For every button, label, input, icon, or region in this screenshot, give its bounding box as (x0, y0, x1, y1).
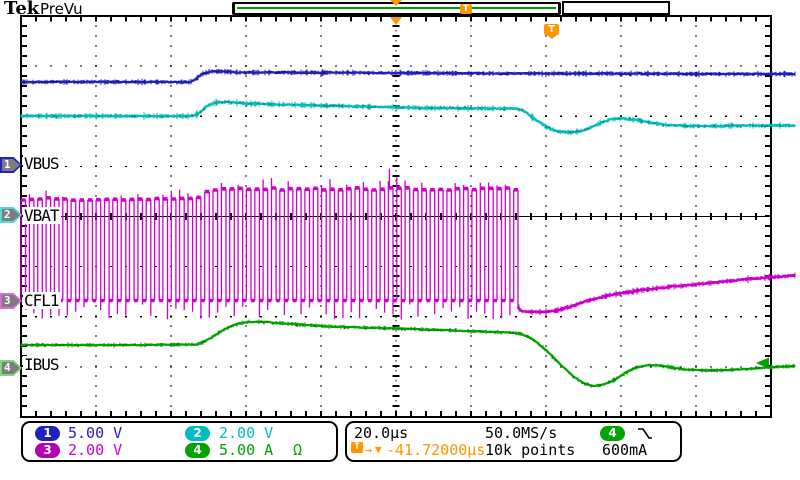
record-expansion-marker-icon (390, 0, 402, 6)
trigger-delay-icon: T (351, 442, 363, 453)
trigger-level-value: 600mA (602, 441, 648, 459)
ch3-trace-tail-noise (517, 274, 795, 314)
trigger-level-arrow-icon (756, 357, 769, 369)
acquisition-mode-label: PreVu (40, 0, 83, 18)
ch3-pwm-bars (21, 186, 518, 303)
channel-scale-readout-box[interactable]: 1 5.00 V 2 2.00 V 3 2.00 V 4 5.00 A Ω (21, 421, 338, 462)
ch1-scale-value: 5.00 V (68, 424, 123, 442)
ch1-badge-number: 1 (4, 158, 11, 171)
ch1-label: VBUS (23, 154, 61, 173)
ch4-trace-noise (26, 319, 793, 388)
ch4-badge[interactable]: 4 (0, 360, 22, 376)
ch3-badge-body (2, 295, 20, 307)
ch3-label: CFL1 (23, 291, 61, 310)
falling-edge-icon (638, 428, 652, 439)
ch3-scale-value: 2.00 V (68, 441, 123, 459)
ch2-trace-noise (26, 100, 790, 134)
timebase-value: 20.0µs (354, 424, 409, 442)
ch3-pwm-edges (20, 168, 519, 320)
ch2-label: VBAT (23, 206, 61, 225)
trigger-arrow-icon: → (365, 443, 373, 457)
ch1-trace-fuzz (20, 68, 796, 86)
ch2-badge[interactable]: 2 (0, 207, 22, 223)
ch3-trace-tail (517, 273, 795, 314)
ch2-scale-value: 2.00 V (219, 424, 274, 442)
ch4-badge-number: 4 (4, 361, 11, 374)
ch4-scale-value: 5.00 A (219, 441, 274, 459)
horizontal-trigger-readout-box[interactable]: 20.0µs 50.0MS/s 4 T → ▼ -41.72000µs 10k … (345, 421, 682, 462)
ch1-badge[interactable]: 1 (0, 157, 22, 173)
ch2-trace (20, 100, 796, 134)
ch4-label: IBUS (23, 355, 61, 374)
top-right-panel (562, 1, 670, 15)
ch3-scale-badge[interactable]: 3 (35, 443, 60, 458)
ch4-impedance-label: Ω (293, 441, 303, 459)
ch4-badge-body (2, 362, 20, 374)
sample-rate-value: 50.0MS/s (485, 424, 558, 442)
trigger-position-marker-icon[interactable]: T (544, 24, 559, 35)
ch4-trace (20, 320, 796, 388)
trigger-source-badge[interactable]: 4 (600, 426, 625, 441)
record-trigger-position-icon: T (460, 4, 472, 14)
expansion-point-marker-icon[interactable] (390, 17, 402, 25)
ch1-scale-badge[interactable]: 1 (35, 426, 60, 441)
ch2-badge-number: 2 (4, 208, 11, 221)
trigger-delay-value: -41.72000µs (386, 441, 486, 459)
ch2-scale-badge[interactable]: 2 (185, 426, 210, 441)
ch4-scale-badge[interactable]: 4 (185, 443, 210, 458)
trigger-position-marker-tip (547, 35, 557, 39)
ch3-badge-number: 3 (4, 294, 11, 307)
ch1-badge-body (2, 159, 20, 171)
record-length-value: 10k points (485, 441, 576, 459)
trigger-marker-icon: ▼ (375, 443, 382, 456)
ch3-badge[interactable]: 3 (0, 293, 22, 309)
tek-logo: Tek (4, 0, 40, 19)
ch1-trace (20, 69, 796, 84)
ch1-trace-noise (23, 69, 793, 85)
ch2-badge-body (2, 209, 20, 221)
record-waveform-line (237, 7, 556, 9)
